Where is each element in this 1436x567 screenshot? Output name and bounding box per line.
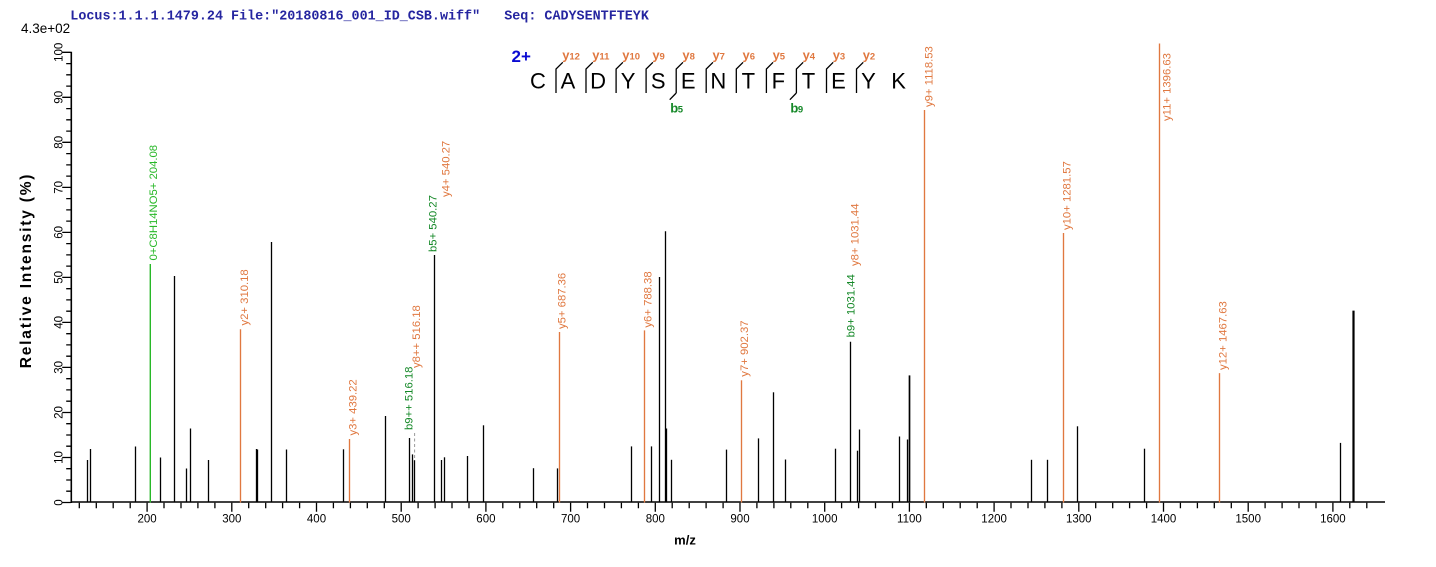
svg-text:y: y [743, 48, 751, 63]
svg-text:500: 500 [392, 513, 411, 525]
svg-text:2: 2 [870, 52, 875, 63]
svg-text:b: b [670, 101, 678, 116]
svg-text:0: 0 [54, 499, 66, 505]
svg-text:1100: 1100 [897, 513, 922, 525]
svg-text:1000: 1000 [812, 513, 838, 525]
svg-text:30: 30 [54, 361, 66, 374]
svg-text:E: E [831, 69, 846, 94]
svg-text:T: T [802, 69, 815, 94]
svg-text:1600: 1600 [1320, 513, 1346, 525]
svg-text:9: 9 [660, 52, 665, 63]
svg-text:F: F [772, 69, 785, 94]
svg-text:y: y [682, 48, 690, 63]
svg-text:4.3e+02: 4.3e+02 [21, 21, 70, 36]
svg-text:E: E [681, 69, 696, 94]
svg-text:b: b [790, 101, 798, 116]
svg-text:5: 5 [678, 105, 684, 116]
svg-text:y: y [833, 48, 841, 63]
svg-text:y10+ 1281.57: y10+ 1281.57 [1061, 161, 1073, 230]
svg-text:60: 60 [54, 226, 66, 239]
svg-text:4: 4 [810, 52, 816, 63]
svg-text:1400: 1400 [1151, 513, 1177, 525]
svg-text:N: N [710, 69, 726, 94]
svg-text:800: 800 [646, 513, 665, 525]
svg-text:Y: Y [861, 69, 876, 94]
svg-text:7: 7 [720, 52, 725, 63]
svg-text:y6+ 788.38: y6+ 788.38 [642, 271, 654, 327]
svg-text:70: 70 [54, 181, 66, 194]
svg-text:y4+ 540.27: y4+ 540.27 [440, 141, 452, 197]
svg-text:20: 20 [54, 406, 66, 419]
svg-text:b5+ 540.27: b5+ 540.27 [427, 195, 439, 252]
svg-text:K: K [891, 69, 906, 94]
svg-text:300: 300 [222, 513, 241, 525]
svg-text:y11+ 1396.63: y11+ 1396.63 [1161, 53, 1173, 121]
svg-text:2+: 2+ [512, 47, 531, 66]
svg-text:y: y [773, 48, 781, 63]
svg-text:900: 900 [730, 513, 749, 525]
svg-text:y: y [562, 48, 570, 63]
svg-text:b9++ 516.18: b9++ 516.18 [403, 367, 415, 430]
svg-text:A: A [561, 69, 576, 94]
svg-text:100: 100 [54, 43, 66, 62]
svg-text:400: 400 [307, 513, 326, 525]
svg-text:80: 80 [54, 136, 66, 149]
svg-text:y8+ 1031.44: y8+ 1031.44 [849, 203, 861, 266]
svg-text:10: 10 [630, 52, 641, 63]
svg-text:y: y [713, 48, 721, 63]
svg-text:5: 5 [780, 52, 786, 63]
svg-text:Y: Y [621, 69, 636, 94]
svg-text:T: T [742, 69, 755, 94]
svg-text:C: C [530, 69, 546, 94]
svg-text:1200: 1200 [981, 513, 1007, 525]
svg-text:40: 40 [54, 316, 66, 329]
svg-text:1500: 1500 [1235, 513, 1261, 525]
svg-text:600: 600 [476, 513, 495, 525]
svg-text:b9+ 1031.44: b9+ 1031.44 [845, 274, 857, 337]
svg-text:700: 700 [561, 513, 580, 525]
svg-text:11: 11 [599, 52, 610, 63]
svg-text:10: 10 [54, 451, 66, 464]
svg-text:y: y [863, 48, 871, 63]
svg-text:S: S [651, 69, 666, 94]
svg-text:D: D [590, 69, 606, 94]
svg-text:y7+ 902.37: y7+ 902.37 [739, 320, 751, 376]
svg-text:3: 3 [840, 52, 845, 63]
svg-text:y9+ 1118.53: y9+ 1118.53 [923, 46, 935, 107]
svg-text:9: 9 [798, 105, 803, 116]
svg-text:1300: 1300 [1066, 513, 1092, 525]
svg-text:Locus:1.1.1.1479.24 File:"2018: Locus:1.1.1.1479.24 File:"20180816_001_I… [70, 9, 650, 24]
svg-text:y2+ 310.18: y2+ 310.18 [239, 269, 251, 325]
svg-text:200: 200 [138, 513, 157, 525]
svg-text:y: y [803, 48, 811, 63]
svg-text:y: y [622, 48, 630, 63]
svg-text:y5+ 687.36: y5+ 687.36 [556, 273, 568, 329]
svg-text:90: 90 [54, 91, 66, 104]
svg-text:Relative Intensity (%): Relative Intensity (%) [18, 173, 35, 369]
svg-text:6: 6 [750, 52, 755, 63]
svg-text:y: y [652, 48, 660, 63]
svg-text:0+C8H14NO5+ 204.08: 0+C8H14NO5+ 204.08 [148, 145, 160, 261]
svg-text:y: y [592, 48, 600, 63]
svg-text:y3+ 439.22: y3+ 439.22 [347, 379, 359, 435]
svg-text:y12+ 1467.63: y12+ 1467.63 [1217, 301, 1229, 370]
svg-text:y8++ 516.18: y8++ 516.18 [411, 305, 423, 368]
svg-text:m/z: m/z [674, 533, 696, 548]
svg-text:50: 50 [54, 271, 66, 284]
svg-text:8: 8 [690, 52, 695, 63]
svg-text:12: 12 [569, 52, 580, 63]
